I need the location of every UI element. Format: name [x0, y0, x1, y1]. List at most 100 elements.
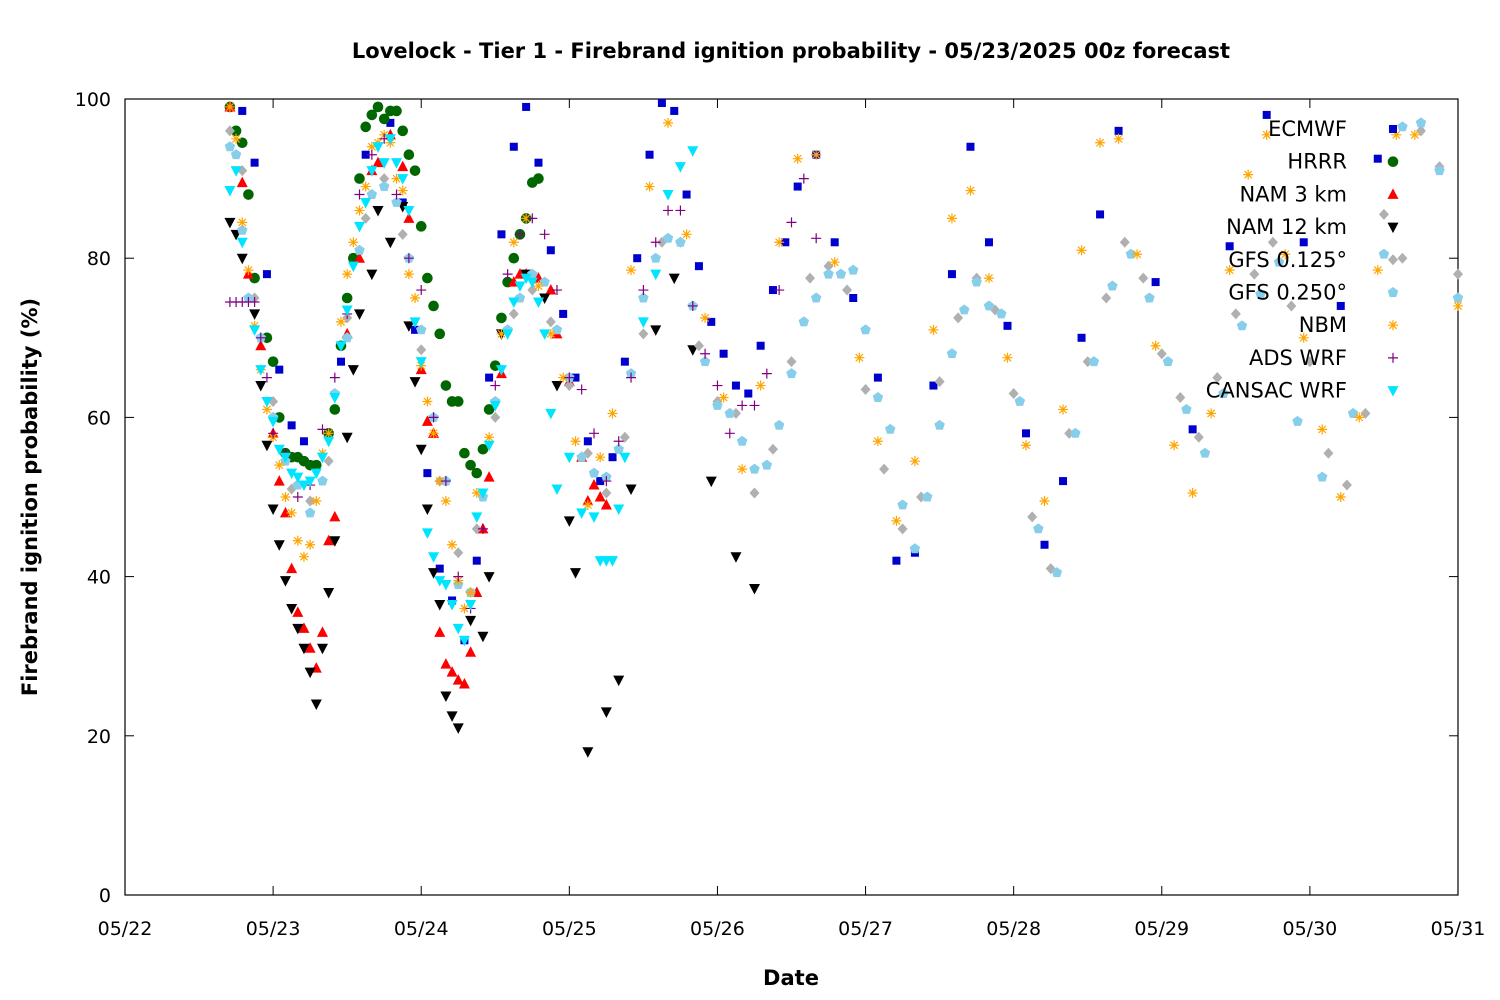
data-point-ads-wrf — [564, 372, 575, 383]
data-point-ecmwf — [1114, 126, 1123, 135]
data-point-gfs-0-250 — [1378, 248, 1390, 259]
data-point-nbm — [459, 603, 470, 614]
data-point-nbm — [391, 173, 402, 184]
data-point-nbm — [280, 492, 291, 502]
data-point-gfs-0-250 — [1162, 356, 1174, 367]
series-group — [224, 134, 699, 647]
x-tick-label: 05/31 — [1431, 918, 1486, 940]
data-point-ads-wrf — [366, 149, 377, 160]
data-point-nbm — [558, 372, 569, 383]
data-point-nam-12-km — [483, 572, 495, 583]
data-point-nbm — [274, 460, 285, 471]
data-point-gfs-0-250 — [724, 407, 736, 418]
y-tick-label: 0 — [99, 885, 111, 907]
data-points — [224, 98, 1464, 758]
x-tick-label: 05/25 — [542, 918, 597, 940]
data-point-hrrr — [311, 459, 322, 471]
data-point-nbm — [595, 452, 606, 463]
data-point-nam-3-km — [397, 160, 409, 172]
data-point-cansac-wrf — [563, 452, 575, 464]
data-point-nbm — [521, 213, 532, 224]
data-point-hrrr — [360, 121, 371, 133]
data-point-nbm — [447, 539, 458, 550]
data-point-gfs-0-250 — [1434, 165, 1445, 176]
data-point-ads-wrf — [329, 372, 340, 383]
data-point-gfs-0-125 — [1027, 511, 1038, 523]
data-point-ecmwf — [571, 373, 580, 382]
data-point-cansac-wrf — [545, 408, 557, 420]
data-point-cansac-wrf — [360, 197, 372, 209]
data-point-nbm — [1039, 495, 1050, 506]
data-point-nbm — [644, 181, 655, 192]
data-point-hrrr — [236, 137, 248, 149]
data-point-ads-wrf — [490, 380, 501, 391]
data-point-nbm — [681, 229, 692, 240]
data-point-ads-wrf — [601, 476, 612, 487]
x-tick-labels: 05/22 05/23 05/24 05/25 05/26 05/27 05/28 05/29… — [98, 918, 1486, 940]
data-point-gfs-0-250 — [1273, 256, 1285, 267]
data-point-hrrr — [230, 125, 242, 137]
data-point-ecmwf — [386, 118, 395, 127]
data-point-ecmwf — [361, 150, 370, 159]
data-point-gfs-0-125 — [453, 547, 464, 559]
data-point-gfs-0-250 — [971, 276, 982, 287]
data-point-gfs-0-250 — [341, 332, 353, 343]
data-point-nbm — [891, 515, 902, 526]
data-point-gfs-0-250 — [391, 196, 402, 207]
data-point-nam-12-km — [477, 631, 489, 643]
data-point-hrrr — [341, 292, 353, 304]
data-point-nbm — [1224, 265, 1235, 276]
data-point-nam-3-km — [440, 658, 452, 669]
legend-label: GFS 0.250° — [1228, 281, 1347, 305]
data-point-cansac-wrf — [452, 623, 464, 635]
data-point-nbm — [1150, 340, 1161, 351]
data-point-ecmwf — [1225, 242, 1234, 251]
data-point-nbm — [410, 293, 421, 303]
data-point-gfs-0-250 — [996, 308, 1007, 319]
data-point-nbm — [1021, 440, 1032, 451]
data-point-nam-12-km — [582, 747, 594, 758]
data-point-nbm — [1280, 249, 1291, 260]
x-tick-label: 05/23 — [246, 918, 301, 940]
data-point-cansac-wrf — [286, 468, 298, 480]
data-point-gfs-0-125 — [1230, 308, 1241, 320]
data-point-ecmwf — [546, 246, 555, 255]
data-point-cansac-wrf — [279, 452, 291, 464]
data-point-nbm — [496, 328, 507, 339]
data-point-cansac-wrf — [502, 329, 514, 340]
data-point-cansac-wrf — [440, 580, 452, 591]
data-point-cansac-wrf — [372, 142, 384, 153]
data-point-gfs-0-250 — [1199, 447, 1211, 458]
chart-title: Lovelock - Tier 1 - Firebrand ignition p… — [352, 39, 1230, 63]
data-point-cansac-wrf — [329, 393, 341, 404]
data-point-ads-wrf — [354, 189, 365, 200]
data-point-cansac-wrf — [650, 269, 662, 281]
data-point-cansac-wrf — [323, 436, 335, 448]
data-point-nbm — [305, 539, 316, 550]
data-point-ads-wrf — [551, 285, 562, 296]
data-point-nbm — [718, 392, 729, 403]
data-point-ads-wrf — [737, 400, 748, 411]
data-point-ads-wrf — [786, 217, 797, 228]
data-point-nam-3-km — [403, 212, 415, 223]
data-point-gfs-0-250 — [946, 348, 958, 359]
data-point-nbm — [1298, 332, 1309, 343]
data-point-nam-12-km — [563, 516, 575, 527]
data-point-gfs-0-250 — [650, 252, 661, 263]
data-point-gfs-0-250 — [1051, 567, 1063, 578]
data-point-gfs-0-250 — [230, 149, 242, 160]
data-point-gfs-0-250 — [885, 423, 896, 434]
data-point-gfs-0-125 — [1415, 125, 1426, 137]
data-point-ecmwf — [509, 142, 518, 151]
data-point-ecmwf — [1040, 540, 1049, 549]
data-point-ecmwf — [299, 437, 308, 446]
data-point-gfs-0-250 — [576, 451, 587, 462]
data-point-ecmwf — [1003, 321, 1012, 330]
data-point-gfs-0-250 — [1014, 395, 1026, 406]
legend-label: ECMWF — [1268, 117, 1347, 141]
data-point-nbm — [1113, 133, 1124, 144]
data-point-nam-12-km — [668, 273, 680, 285]
data-point-nam-12-km — [440, 691, 452, 702]
data-point-ecmwf — [707, 317, 716, 326]
